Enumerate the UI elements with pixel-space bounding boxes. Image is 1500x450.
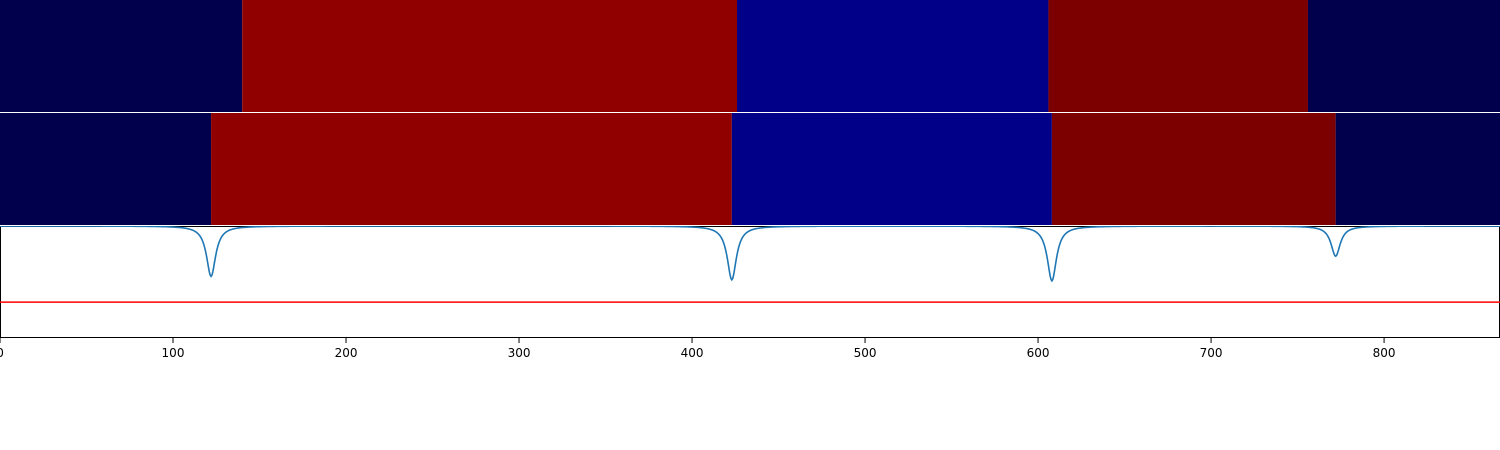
panel-1-segment-4 (1048, 0, 1308, 112)
x-tick-label-100: 100 (162, 346, 185, 360)
x-tick-label-300: 300 (508, 346, 531, 360)
panel-1 (0, 0, 1500, 112)
panel-2 (0, 113, 1500, 225)
panel-1-segment-3 (737, 0, 1049, 112)
panel-1-segment-5 (1307, 0, 1500, 112)
series-line-1 (0, 225, 1500, 283)
x-tick-label-0: 0 (0, 346, 4, 360)
x-tick-label-500: 500 (854, 346, 877, 360)
panel-2-segment-5 (1335, 113, 1500, 225)
panel-2-segment-1 (0, 113, 212, 225)
x-tick-label-700: 700 (1200, 346, 1223, 360)
x-tick-label-800: 800 (1373, 346, 1396, 360)
x-tick-label-200: 200 (335, 346, 358, 360)
panel-1-segment-1 (0, 0, 243, 112)
panels-layer (0, 0, 1500, 338)
panel-2-segment-3 (731, 113, 1052, 225)
panel-2-segment-2 (211, 113, 732, 225)
panel-2-segment-4 (1051, 113, 1336, 225)
x-tick-label-600: 600 (1027, 346, 1050, 360)
x-axis: 0 100 200 300 400 500 600 700 800 (0, 338, 1396, 360)
x-tick-label-400: 400 (681, 346, 704, 360)
panel-1-segment-2 (242, 0, 738, 112)
